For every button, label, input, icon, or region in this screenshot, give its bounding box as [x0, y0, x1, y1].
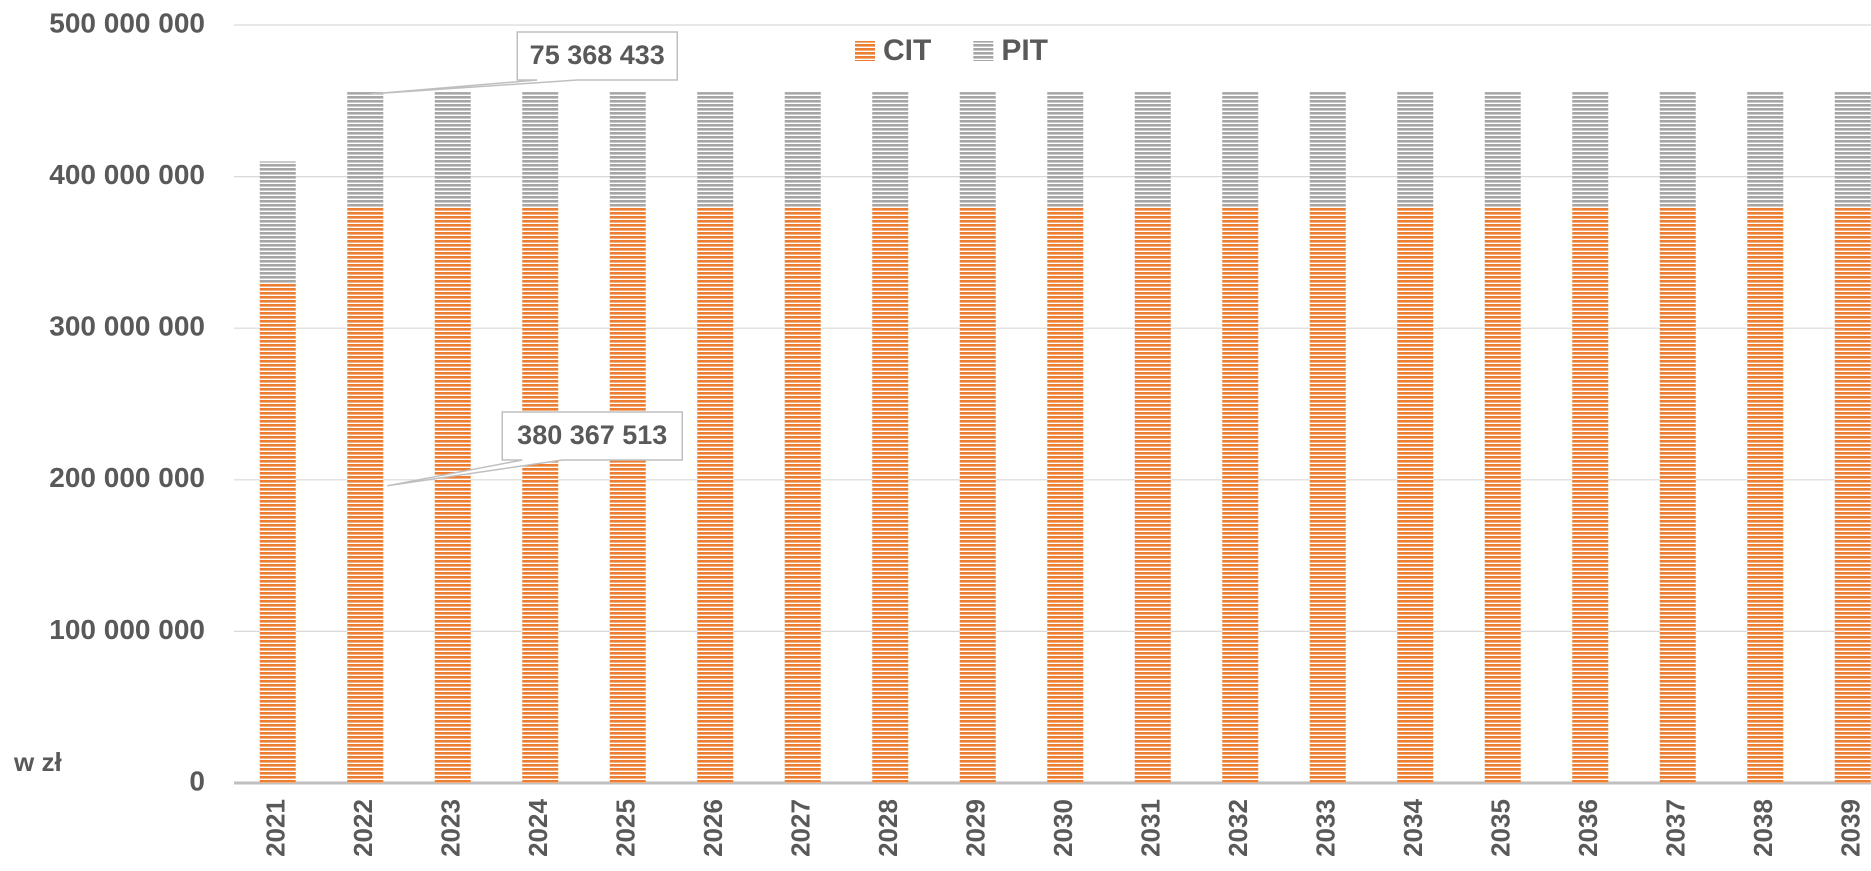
bar-segment — [1134, 92, 1171, 207]
bar-segment — [872, 92, 909, 207]
data-label: 75 368 433 — [530, 40, 665, 70]
bar-segment — [522, 206, 559, 783]
legend: CIT PIT — [855, 34, 1048, 67]
data-label: 380 367 513 — [517, 420, 667, 450]
bar-segment — [1659, 92, 1696, 207]
y-tick-label: 300 000 000 — [49, 311, 205, 342]
callout-box — [387, 411, 683, 487]
x-tick-label: 2033 — [1311, 799, 1341, 857]
bar-segment — [609, 92, 646, 207]
bar-segment — [1834, 206, 1871, 783]
x-tick-label: 2039 — [1836, 799, 1866, 857]
x-tick-label: 2029 — [961, 799, 991, 857]
bar-segment — [609, 206, 646, 783]
bar-segment — [784, 206, 821, 783]
bar-segment — [347, 92, 384, 207]
legend-label: PIT — [1001, 34, 1048, 67]
x-tick-label: 2025 — [611, 799, 641, 857]
callout-box — [369, 31, 678, 95]
x-tick-label: 2028 — [873, 799, 903, 857]
bar-segment — [1309, 92, 1346, 207]
x-tick-label: 2030 — [1048, 799, 1078, 857]
bar-segment — [1134, 206, 1171, 783]
y-tick-label: 500 000 000 — [49, 7, 205, 38]
data-callout: 380 367 513 — [387, 411, 683, 487]
y-tick-label: 200 000 000 — [49, 462, 205, 493]
bar-segment — [959, 206, 996, 783]
x-tick-label: 2032 — [1223, 799, 1253, 857]
x-tick-label: 2036 — [1573, 799, 1603, 857]
bar-segment — [1397, 206, 1434, 783]
bar-segment — [1309, 206, 1346, 783]
x-tick-label: 2024 — [523, 799, 553, 857]
x-tick-label: 2034 — [1398, 799, 1428, 857]
bar-segment — [1484, 206, 1521, 783]
bar-segment — [1397, 92, 1434, 207]
legend-label: CIT — [883, 34, 931, 67]
x-tick-label: 2037 — [1661, 799, 1691, 857]
bar-segment — [1222, 92, 1259, 207]
bar-segment — [1572, 92, 1609, 207]
x-tick-label: 2038 — [1748, 799, 1778, 857]
bar-segment — [697, 92, 734, 207]
x-tick-label: 2031 — [1136, 799, 1166, 857]
bar-segment — [1747, 206, 1784, 783]
bar-segment — [347, 206, 384, 783]
bar-segment — [259, 161, 296, 283]
legend-swatch — [855, 41, 875, 61]
bar-segment — [1747, 92, 1784, 207]
x-tick-label: 2021 — [261, 799, 291, 857]
x-tick-label: 2023 — [436, 799, 466, 857]
x-tick-label: 2027 — [786, 799, 816, 857]
bar-segment — [1047, 206, 1084, 783]
bar-segment — [434, 92, 471, 207]
y-tick-label: 100 000 000 — [49, 614, 205, 645]
data-callout: 75 368 433 — [369, 31, 678, 95]
bar-segment — [697, 206, 734, 783]
bar-segment — [872, 206, 909, 783]
bar-segment — [1659, 206, 1696, 783]
bar-segment — [1834, 92, 1871, 207]
x-tick-label: 2026 — [698, 799, 728, 857]
bar-segment — [522, 92, 559, 207]
legend-swatch — [973, 41, 994, 61]
bar-segment — [1484, 92, 1521, 207]
y-axis-label: w zł — [13, 747, 62, 777]
y-tick-label: 0 — [189, 765, 205, 796]
x-tick-label: 2035 — [1486, 799, 1516, 857]
x-tick-label: 2022 — [348, 799, 378, 857]
bar-segment — [1222, 206, 1259, 783]
y-tick-label: 400 000 000 — [49, 159, 205, 190]
bar-segment — [434, 206, 471, 783]
bar-segment — [1047, 92, 1084, 207]
bar-segment — [784, 92, 821, 207]
bar-segment — [1572, 206, 1609, 783]
bar-segment — [959, 92, 996, 207]
bar-segment — [259, 282, 296, 783]
